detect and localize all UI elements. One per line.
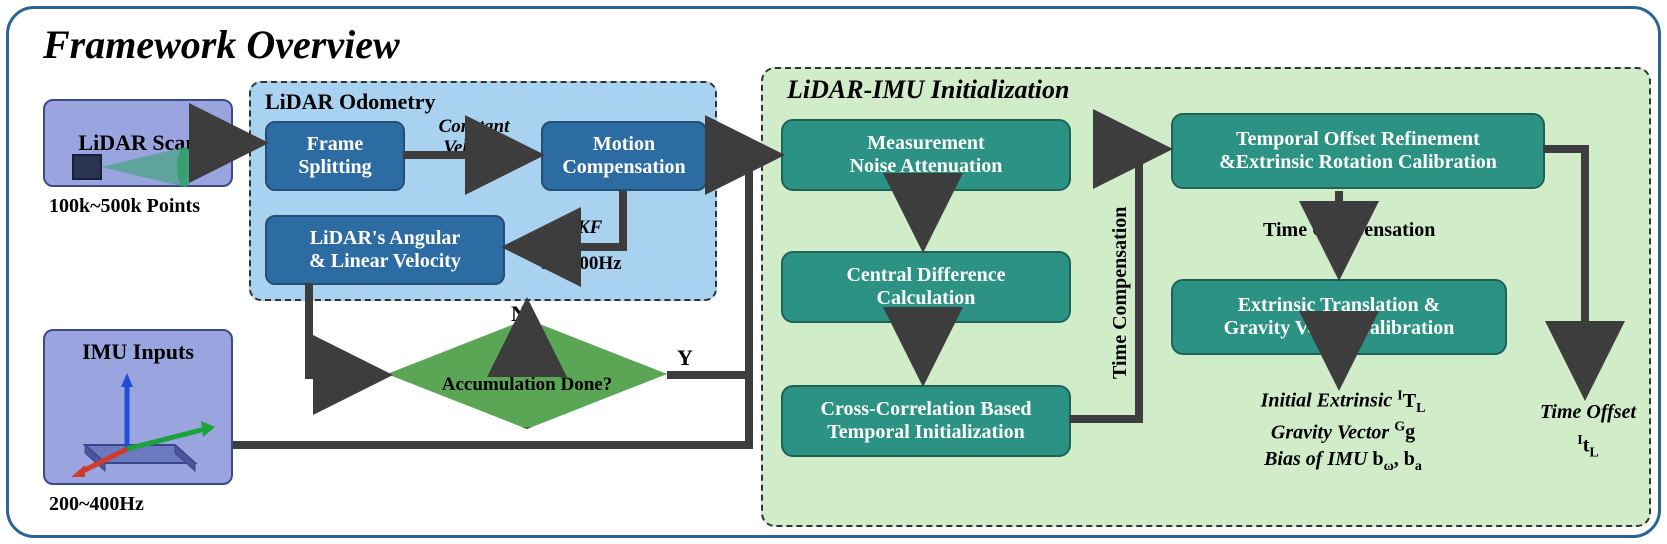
velocity-box: LiDAR's Angular & Linear Velocity — [265, 215, 505, 285]
out-left-2: Gravity Vector — [1271, 421, 1394, 443]
extrinsic-trans-label: Extrinsic Translation & Gravity Vector C… — [1224, 294, 1455, 340]
measurement-noise-box: Measurement Noise Attenuation — [781, 119, 1071, 191]
imu-inputs-box: IMU Inputs — [43, 329, 233, 485]
frame-splitting-box: Frame Splitting — [265, 121, 405, 191]
decision-no-label: N — [511, 301, 527, 327]
iekf-label: iEKF — [559, 217, 602, 239]
time-comp-label: Time Compensation — [1263, 219, 1435, 242]
central-diff-label: Central Difference Calculation — [846, 264, 1005, 310]
out-left-1: Initial Extrinsic — [1261, 390, 1398, 412]
output-left: Initial Extrinsic ITL Gravity Vector Gg … — [1183, 387, 1503, 477]
out-left-3: Bias of IMU — [1264, 448, 1372, 470]
lidar-odometry-panel: LiDAR Odometry Frame Splitting Motion Co… — [249, 81, 717, 301]
title: Framework Overview — [43, 21, 400, 68]
imu-caption: 200~400Hz — [49, 493, 144, 516]
temporal-refine-label: Temporal Offset Refinement &Extrinsic Ro… — [1219, 128, 1497, 174]
framework-panel: Framework Overview LiDAR Scan 100k~500k … — [6, 6, 1661, 538]
velocity-label: LiDAR's Angular & Linear Velocity — [309, 227, 461, 273]
odom-rate-label: 50~100Hz — [541, 253, 622, 275]
central-diff-box: Central Difference Calculation — [781, 251, 1071, 323]
out-right-1: Time Offset — [1533, 399, 1643, 426]
decision-yes-label: Y — [677, 345, 693, 371]
measurement-noise-label: Measurement Noise Attenuation — [850, 132, 1003, 178]
lidar-scan-caption: 100k~500k Points — [49, 195, 200, 218]
lidar-odometry-title: LiDAR Odometry — [265, 89, 435, 115]
motion-compensation-box: Motion Compensation — [541, 121, 707, 191]
cross-corr-label: Cross-Correlation Based Temporal Initial… — [821, 398, 1032, 444]
time-comp-vertical-label: Time Compensation — [1109, 179, 1132, 379]
lidar-scan-box: LiDAR Scan — [43, 99, 233, 187]
lidar-scan-icon — [65, 143, 215, 187]
init-title: LiDAR-IMU Initialization — [787, 75, 1069, 105]
decision-text: Data Accumulation Done? — [442, 352, 612, 396]
constant-velocity-label: Constant Velocity — [419, 117, 529, 159]
cross-corr-box: Cross-Correlation Based Temporal Initial… — [781, 385, 1071, 457]
temporal-refine-box: Temporal Offset Refinement &Extrinsic Ro… — [1171, 113, 1545, 189]
extrinsic-trans-box: Extrinsic Translation & Gravity Vector C… — [1171, 279, 1507, 355]
frame-splitting-label: Frame Splitting — [298, 133, 371, 179]
decision-diamond: Data Accumulation Done? — [387, 319, 667, 429]
motion-compensation-label: Motion Compensation — [562, 133, 685, 179]
imu-axes-icon — [55, 367, 225, 477]
imu-inputs-label: IMU Inputs — [45, 339, 231, 365]
init-panel: LiDAR-IMU Initialization Measurement Noi… — [761, 67, 1651, 527]
output-right: Time Offset ItL — [1533, 399, 1643, 464]
